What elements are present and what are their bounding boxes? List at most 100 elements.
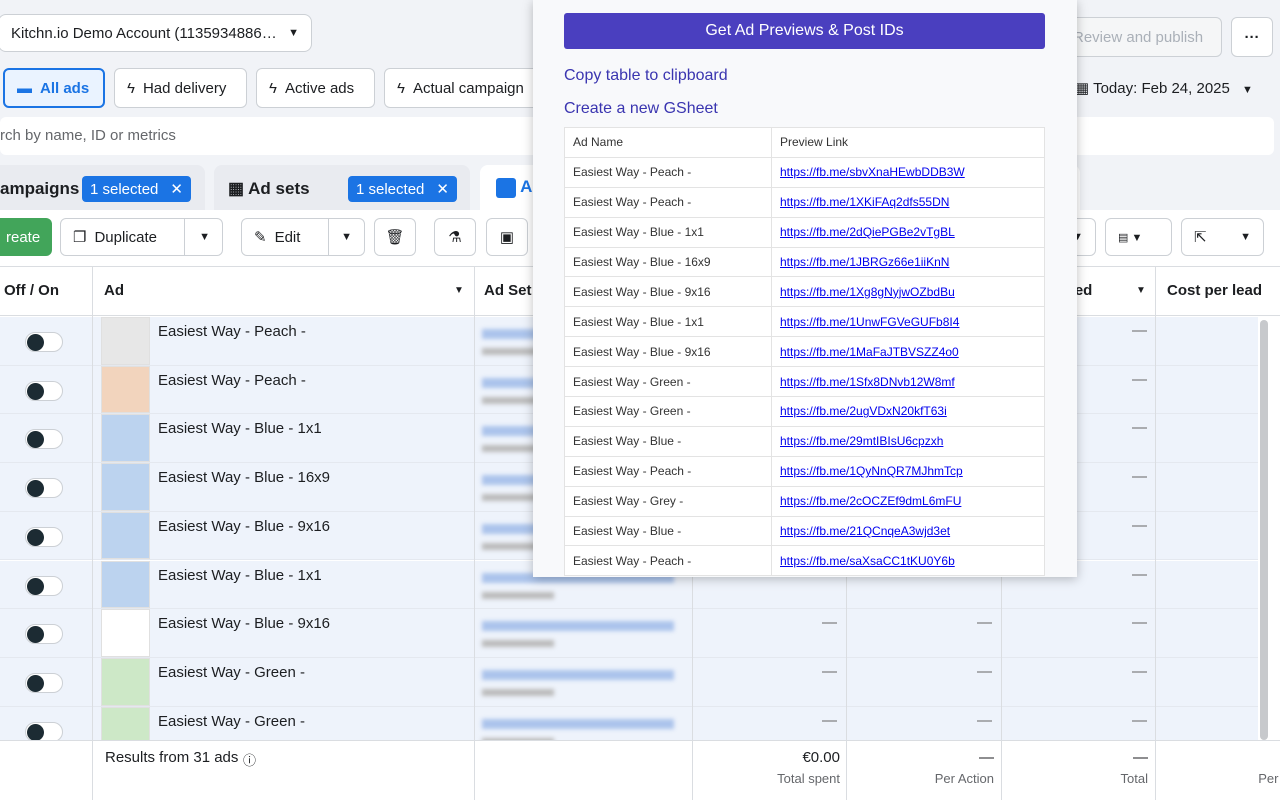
ad-name-cell: Easiest Way - Peach - — [564, 545, 772, 577]
link-cell: https://fb.me/1MaFaJTBVSZZ4o0 — [771, 336, 1045, 368]
preview-link[interactable]: https://fb.me/1Sfx8DNvb12W8mf — [780, 374, 955, 389]
preview-link[interactable]: https://fb.me/21QCnqeA3wjd3et — [780, 524, 951, 539]
ad-name[interactable]: Easiest Way - Peach - — [158, 323, 306, 340]
blurred-status — [482, 688, 554, 696]
preview-link[interactable]: https://fb.me/saXsaCC1tKU0Y6b — [780, 553, 955, 568]
preview-link[interactable]: https://fb.me/1UnwFGVeGUFb8I4 — [780, 314, 960, 329]
preview-link[interactable]: https://fb.me/1MaFaJTBVSZZ4o0 — [780, 344, 959, 359]
ad-name-cell: Easiest Way - Blue - 9x16 — [564, 276, 772, 308]
preview-row: Easiest Way - Grey - https://fb.me/2cOCZE… — [564, 485, 1045, 517]
preview-link[interactable]: https://fb.me/1JBRGz66e1iiKnN — [780, 255, 950, 269]
preview-link[interactable]: https://fb.me/sbvXnaHEwbDDB3W — [780, 165, 965, 180]
column-divider — [1155, 740, 1156, 800]
metric-cell: — — [1132, 322, 1147, 339]
preview-link[interactable]: https://fb.me/1XKiFAq2dfs55DN — [780, 195, 950, 210]
toggle[interactable] — [25, 332, 63, 352]
column-header: Cost per lead — [1167, 282, 1263, 299]
ad-name[interactable]: Easiest Way - Blue - 1x1 — [158, 420, 322, 438]
duplicate-button[interactable]: ❐ Duplicate ▼ — [60, 218, 223, 256]
toggle[interactable] — [25, 575, 63, 596]
gsheet-link[interactable]: Create a new GSheet — [564, 100, 718, 117]
link-cell: https://fb.me/1UnwFGVeGUFb8I4 — [771, 306, 1045, 338]
review-button[interactable]: Review and publish — [1060, 17, 1222, 57]
filter-label: Actual campaign — [412, 79, 524, 97]
column-divider — [692, 740, 693, 800]
preview-button[interactable]: ▣ — [486, 218, 528, 256]
blurred-status — [482, 494, 554, 502]
delete-button[interactable]: 🗑 — [374, 218, 416, 256]
metric-cell: — — [977, 662, 992, 680]
toggle-knob — [27, 528, 44, 546]
test-button[interactable]: ⚗ — [434, 218, 476, 256]
filter-chip[interactable]: ϟ Actual campaign — [384, 68, 554, 108]
copy-link[interactable]: Copy table to clipboard — [564, 67, 728, 84]
export-button[interactable]: ⇱ ▼ — [1181, 218, 1264, 256]
ad-name-cell: Easiest Way - Peach - — [564, 186, 772, 218]
metric-cell: — — [977, 711, 992, 729]
create-button[interactable]: reate — [0, 218, 52, 256]
metric-cell: — — [1132, 711, 1147, 729]
preview-row: Easiest Way - Blue - 9x16 https://fb.me/1… — [564, 276, 1045, 308]
edit-label: Edit — [274, 228, 301, 246]
results-label: Results from 31 ads — [105, 749, 239, 766]
link-cell: https://fb.me/21QCnqeA3wjd3et — [771, 515, 1045, 547]
column-divider — [1001, 740, 1002, 800]
preview-link[interactable]: https://fb.me/2cOCZEf9dmL6mFU — [780, 494, 962, 509]
preview-link[interactable]: https://fb.me/29mtIBIsU6cpzxh — [780, 434, 944, 449]
ad-name[interactable]: Easiest Way - Green - — [158, 663, 305, 681]
header-cell: Preview Link — [771, 127, 1045, 158]
ad-name[interactable]: Easiest Way - Peach - — [158, 371, 306, 389]
thumbnail — [101, 463, 150, 511]
blurred-adset — [482, 718, 674, 729]
toggle[interactable] — [25, 721, 63, 742]
ad-name-cell: Easiest Way - Peach - — [564, 455, 772, 487]
preview-link[interactable]: https://fb.me/2ugVDxN20kfT63i — [780, 404, 947, 419]
thumbnail — [101, 609, 150, 657]
selection-pill[interactable]: 1 selected ✕ — [348, 176, 457, 202]
more-button[interactable]: ··· — [1231, 17, 1273, 57]
edit-button[interactable]: ✎ Edit ▼ — [241, 218, 365, 256]
preview-row: Easiest Way - Blue - https://fb.me/29mtIB… — [564, 425, 1045, 457]
toggle[interactable] — [25, 429, 63, 450]
preview-row: Easiest Way - Peach - https://fb.me/1XKiF… — [564, 186, 1045, 218]
create-label: reate — [6, 228, 41, 246]
ad-name-cell: Easiest Way - Blue - — [564, 515, 772, 547]
selection-pill[interactable]: 1 selected ✕ — [82, 176, 191, 202]
filter-chip[interactable]: ϟ Active ads — [256, 68, 375, 108]
toggle[interactable] — [25, 526, 63, 547]
link-cell: https://fb.me/1Sfx8DNvb12W8mf — [771, 366, 1045, 398]
ad-name[interactable]: Easiest Way - Blue - 9x16 — [158, 517, 331, 535]
preview-row: Easiest Way - Peach - https://fb.me/1QyNn… — [564, 455, 1045, 487]
footer-label: Per A — [1258, 771, 1280, 786]
link-cell: https://fb.me/1XKiFAq2dfs55DN — [771, 186, 1045, 218]
preview-link[interactable]: https://fb.me/2dQiePGBe2vTgBL — [780, 225, 955, 240]
search-placeholder: rch by name, ID or metrics — [0, 127, 176, 144]
footer-label: Total — [1120, 771, 1148, 786]
ad-name-cell: Easiest Way - Blue - 16x9 — [564, 246, 772, 278]
header-cell: Ad Name — [564, 127, 772, 158]
link-cell: https://fb.me/1QyNnQR7MJhmTcp — [771, 455, 1045, 487]
date-picker[interactable]: ▦ Today: Feb 24, 2025 ▼ — [1075, 80, 1253, 97]
toggle[interactable] — [25, 624, 63, 645]
preview-link[interactable]: https://fb.me/1Xg8gNyjwOZbdBu — [780, 284, 955, 299]
toggle[interactable] — [25, 380, 63, 401]
preview-row: Easiest Way - Green - https://fb.me/1Sfx8… — [564, 366, 1045, 398]
toggle[interactable] — [25, 478, 63, 499]
filter-chip[interactable]: ▬ All ads — [3, 68, 105, 108]
toggle[interactable] — [25, 672, 63, 693]
ad-name-cell: Easiest Way - Blue - 1x1 — [564, 216, 772, 248]
filter-chip[interactable]: ϟ Had delivery — [114, 68, 247, 108]
metric-cell: — — [1132, 370, 1147, 388]
preview-link[interactable]: https://fb.me/1QyNnQR7MJhmTcp — [780, 464, 963, 479]
ad-name[interactable]: Easiest Way - Green - — [158, 712, 305, 730]
column-divider — [474, 740, 475, 800]
preview-table: Ad Name Preview Link Easiest Way - Peach … — [564, 127, 1045, 577]
get-previews-button[interactable]: Get Ad Previews & Post IDs — [564, 13, 1045, 49]
ad-name[interactable]: Easiest Way - Blue - 9x16 — [158, 615, 331, 633]
toggle-knob — [27, 723, 44, 741]
reports-button[interactable]: ▤ ▼ — [1105, 218, 1172, 256]
ad-name[interactable]: Easiest Way - Blue - 16x9 — [158, 469, 331, 487]
ad-name[interactable]: Easiest Way - Blue - 1x1 — [158, 566, 322, 584]
account-selector[interactable]: Kitchn.io Demo Account (1135934886… ▼ — [0, 14, 312, 52]
toggle-knob — [27, 431, 44, 449]
